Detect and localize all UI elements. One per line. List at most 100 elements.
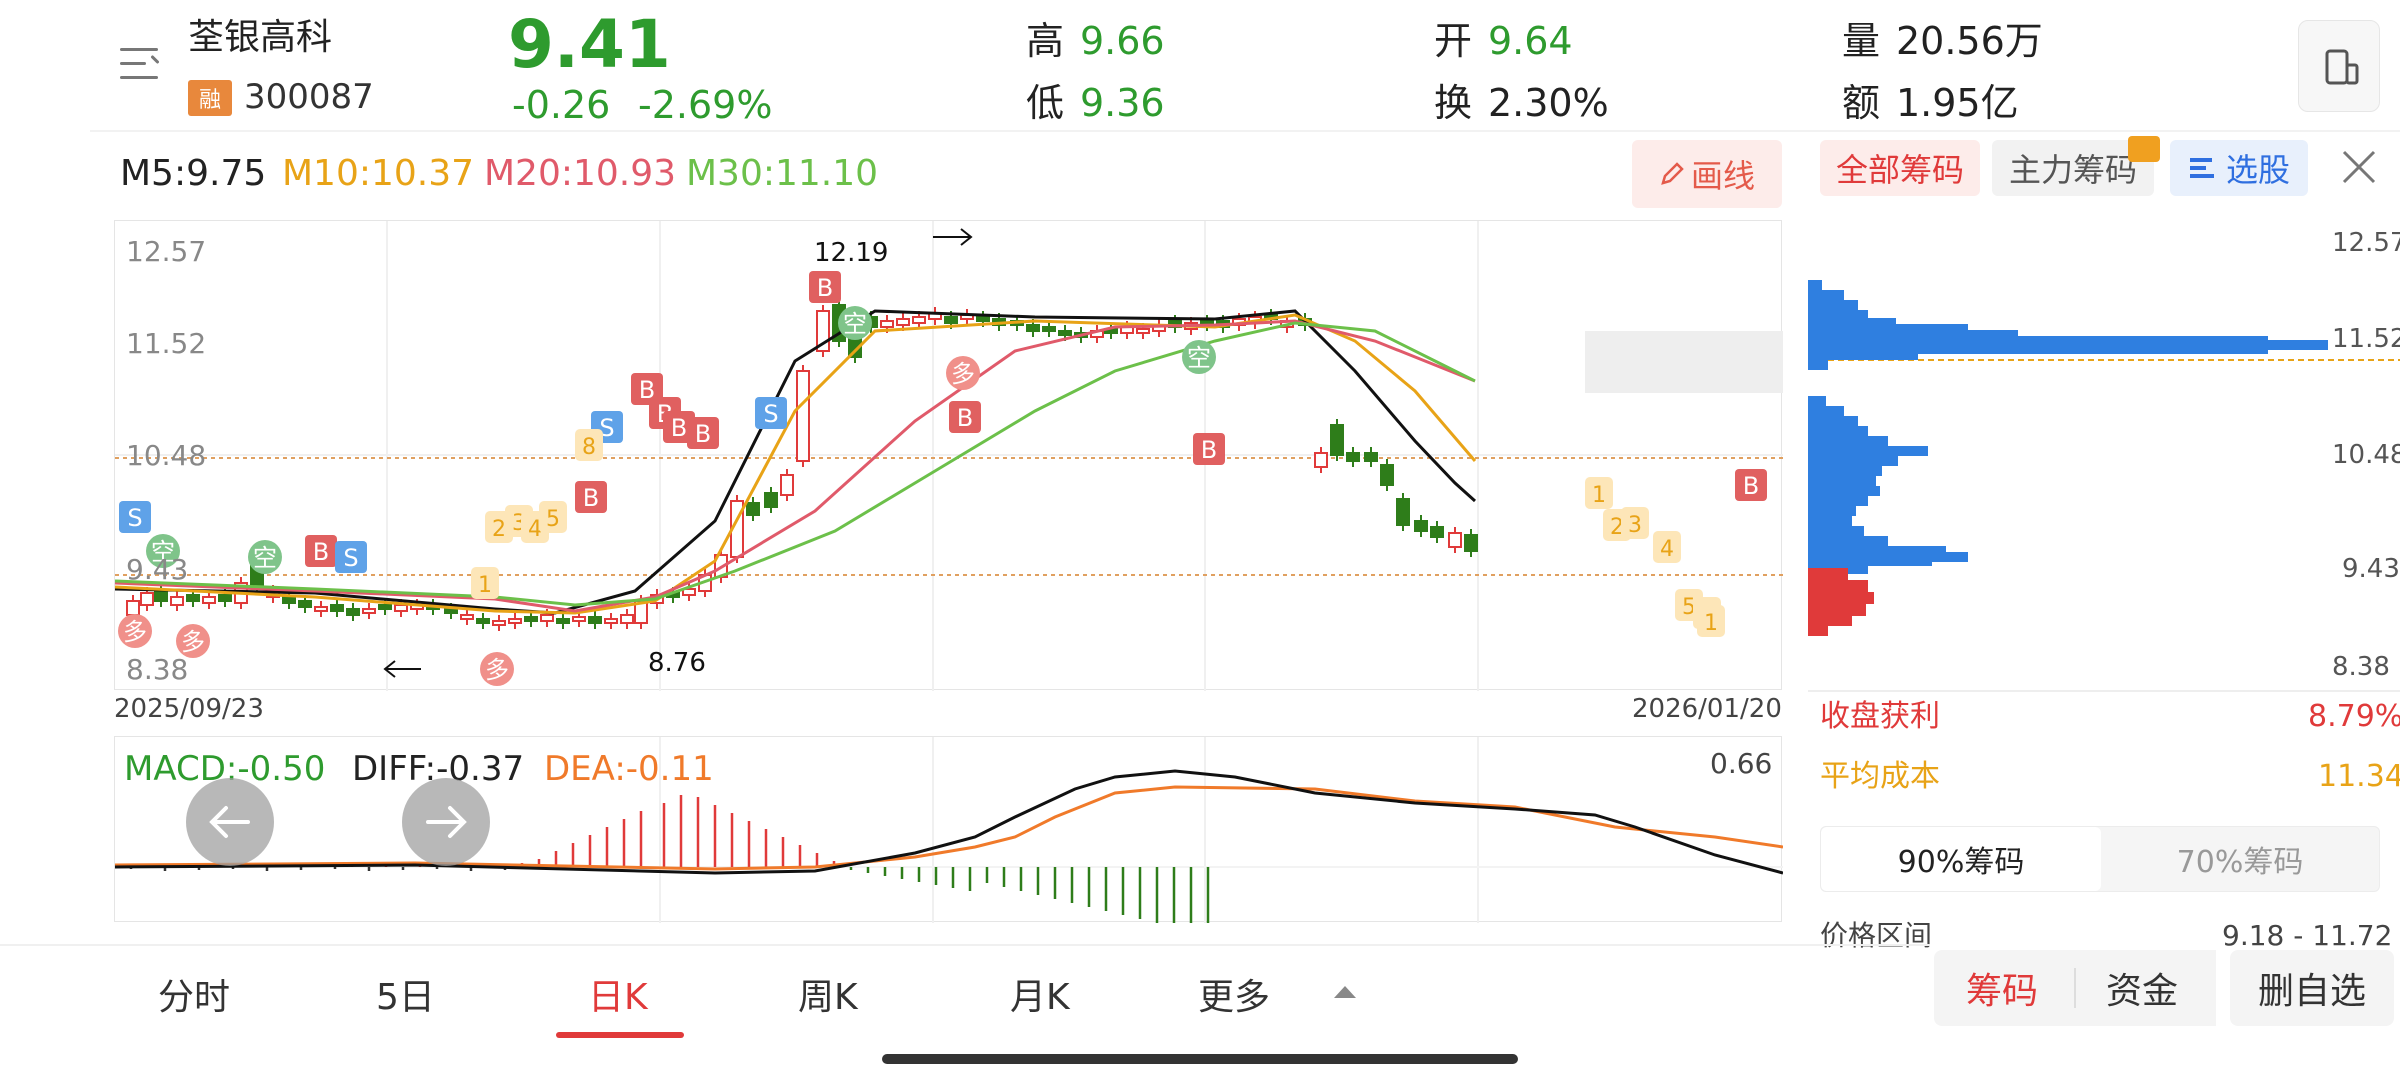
- candle-down: [764, 492, 778, 508]
- chip-bar-loss: [1808, 516, 1852, 526]
- range-value: 9.18 - 11.72: [2222, 919, 2393, 952]
- avg-cost-value: 11.34: [2318, 759, 2400, 794]
- chip-distribution-plot: [1808, 280, 2400, 636]
- kline-chart[interactable]: S空多多空BS多SBBBBBSB空多B空BB1234581234571: [114, 220, 1783, 691]
- macd-chart[interactable]: [114, 736, 1783, 923]
- candle-down: [1414, 520, 1428, 532]
- dea-line: [115, 785, 1783, 871]
- stock-name: 荃银高科: [188, 17, 333, 58]
- buy-signal-icon-text: B: [695, 420, 711, 448]
- low-label: 低: [1026, 81, 1065, 125]
- candle-up: [880, 320, 894, 328]
- sell-signal-icon-shape: [755, 397, 787, 429]
- bear-signal-icon: 空: [838, 306, 872, 340]
- tab-intraday[interactable]: 分时: [158, 977, 231, 1018]
- tab-weekly-k[interactable]: 周K: [798, 977, 858, 1018]
- arrow-right-icon: [426, 806, 467, 838]
- menu-icon[interactable]: [120, 44, 164, 84]
- candle-up: [140, 592, 154, 606]
- fund-button[interactable]: 资金: [2106, 971, 2179, 1012]
- chip-bar-loss: [1808, 360, 1828, 370]
- chip-button[interactable]: 筹码: [1966, 971, 2039, 1012]
- turnover-value: 2.30%: [1488, 81, 1609, 125]
- wave-count-icon: 1: [1585, 477, 1613, 509]
- candle-down: [1026, 324, 1040, 332]
- candle-down: [588, 616, 602, 624]
- shaded-zone: [1675, 373, 1783, 383]
- chip-bar-loss: [1808, 466, 1882, 476]
- chip-ytick-5: 8.38: [2332, 652, 2390, 682]
- candle-up: [460, 614, 474, 620]
- buy-signal-icon-text: B: [957, 404, 973, 432]
- chip-bar-loss: [1808, 324, 1968, 334]
- remove-watchlist-button[interactable]: 删自选: [2230, 950, 2394, 1026]
- draw-line-button[interactable]: 画线: [1632, 140, 1782, 208]
- seg-70-percent[interactable]: 70%筹码: [2176, 845, 2304, 880]
- bull-signal-icon: 多: [480, 652, 514, 686]
- chip-distribution[interactable]: [1808, 200, 2400, 690]
- low-value: 9.36: [1080, 81, 1165, 125]
- high-value: 9.66: [1080, 19, 1165, 63]
- kline-ytick-5: 8.38: [126, 653, 189, 686]
- chip-bar-loss: [1808, 526, 1864, 536]
- candle-up: [1448, 532, 1462, 548]
- tab-daily-k[interactable]: 日K: [588, 977, 648, 1018]
- bear-signal-icon-text: 空: [151, 538, 175, 566]
- margin-badge: 融: [188, 80, 232, 116]
- pencil-icon: [1661, 162, 1684, 185]
- ma30-line: [115, 321, 1476, 607]
- bull-signal-icon-shape: [118, 614, 152, 648]
- dea-value: DEA:-0.11: [544, 749, 714, 789]
- tab-all-chips[interactable]: 全部筹码: [1820, 140, 1980, 196]
- candle-up: [912, 316, 926, 324]
- candle-down: [378, 604, 392, 610]
- amount-label: 额: [1842, 81, 1881, 125]
- tab-main-chips[interactable]: 主力筹码: [1992, 136, 2160, 196]
- bull-signal-icon-text: 多: [951, 360, 975, 388]
- caret-up-icon[interactable]: [1334, 986, 1356, 998]
- candle-down: [556, 618, 570, 624]
- arrow-left-icon: [209, 806, 250, 838]
- active-tab-underline: [556, 1032, 684, 1038]
- candle-down: [330, 604, 344, 612]
- seg-90-percent[interactable]: 90%筹码: [1821, 827, 2101, 891]
- start-date: 2025/09/23: [114, 694, 264, 724]
- tab-stock-pick[interactable]: 选股: [2170, 140, 2308, 196]
- bull-signal-icon-text: 多: [181, 628, 205, 656]
- profit-label: 收盘获利: [1820, 699, 1940, 734]
- buy-signal-icon-shape: [949, 401, 981, 433]
- buy-signal-icon-text: B: [1201, 436, 1217, 464]
- scroll-right-button[interactable]: [402, 778, 490, 866]
- ma30-legend: M30:11.10: [686, 153, 879, 194]
- bear-signal-icon-shape: [146, 534, 180, 568]
- close-panel-button[interactable]: [2334, 142, 2384, 192]
- candle-up: [780, 474, 794, 496]
- chip-bar-profit: [1808, 604, 1866, 616]
- candle-up: [572, 616, 586, 622]
- buy-signal-icon-shape: [575, 481, 607, 513]
- tab-monthly-k[interactable]: 月K: [1010, 977, 1070, 1018]
- bear-signal-icon-text: 空: [1187, 344, 1211, 372]
- candle-down: [186, 594, 200, 602]
- candle-up: [170, 596, 184, 606]
- chip-bar-loss: [1808, 506, 1856, 516]
- price-change-pct: -2.69%: [638, 83, 773, 127]
- bear-signal-icon-shape: [1182, 340, 1216, 374]
- candle-down: [1464, 534, 1478, 552]
- button-divider: [2074, 968, 2076, 1008]
- diff-line: [115, 769, 1783, 875]
- candle-up: [796, 370, 810, 462]
- wave-count-text: 3: [1628, 513, 1642, 538]
- tab-5day[interactable]: 5日: [376, 977, 435, 1018]
- candle-down: [1430, 526, 1444, 538]
- buy-signal-icon-text: B: [313, 538, 329, 566]
- scroll-left-button[interactable]: [186, 778, 274, 866]
- tab-more[interactable]: 更多: [1198, 977, 1271, 1018]
- candle-down: [976, 316, 990, 322]
- buy-signal-icon: B: [1735, 469, 1767, 501]
- candle-up: [202, 596, 216, 604]
- ma10-line: [115, 313, 1477, 615]
- landscape-toggle-button[interactable]: [2298, 20, 2380, 112]
- sell-signal-icon-text: S: [763, 400, 778, 428]
- price-range-row: 价格区间 9.18 - 11.72: [1808, 918, 2400, 952]
